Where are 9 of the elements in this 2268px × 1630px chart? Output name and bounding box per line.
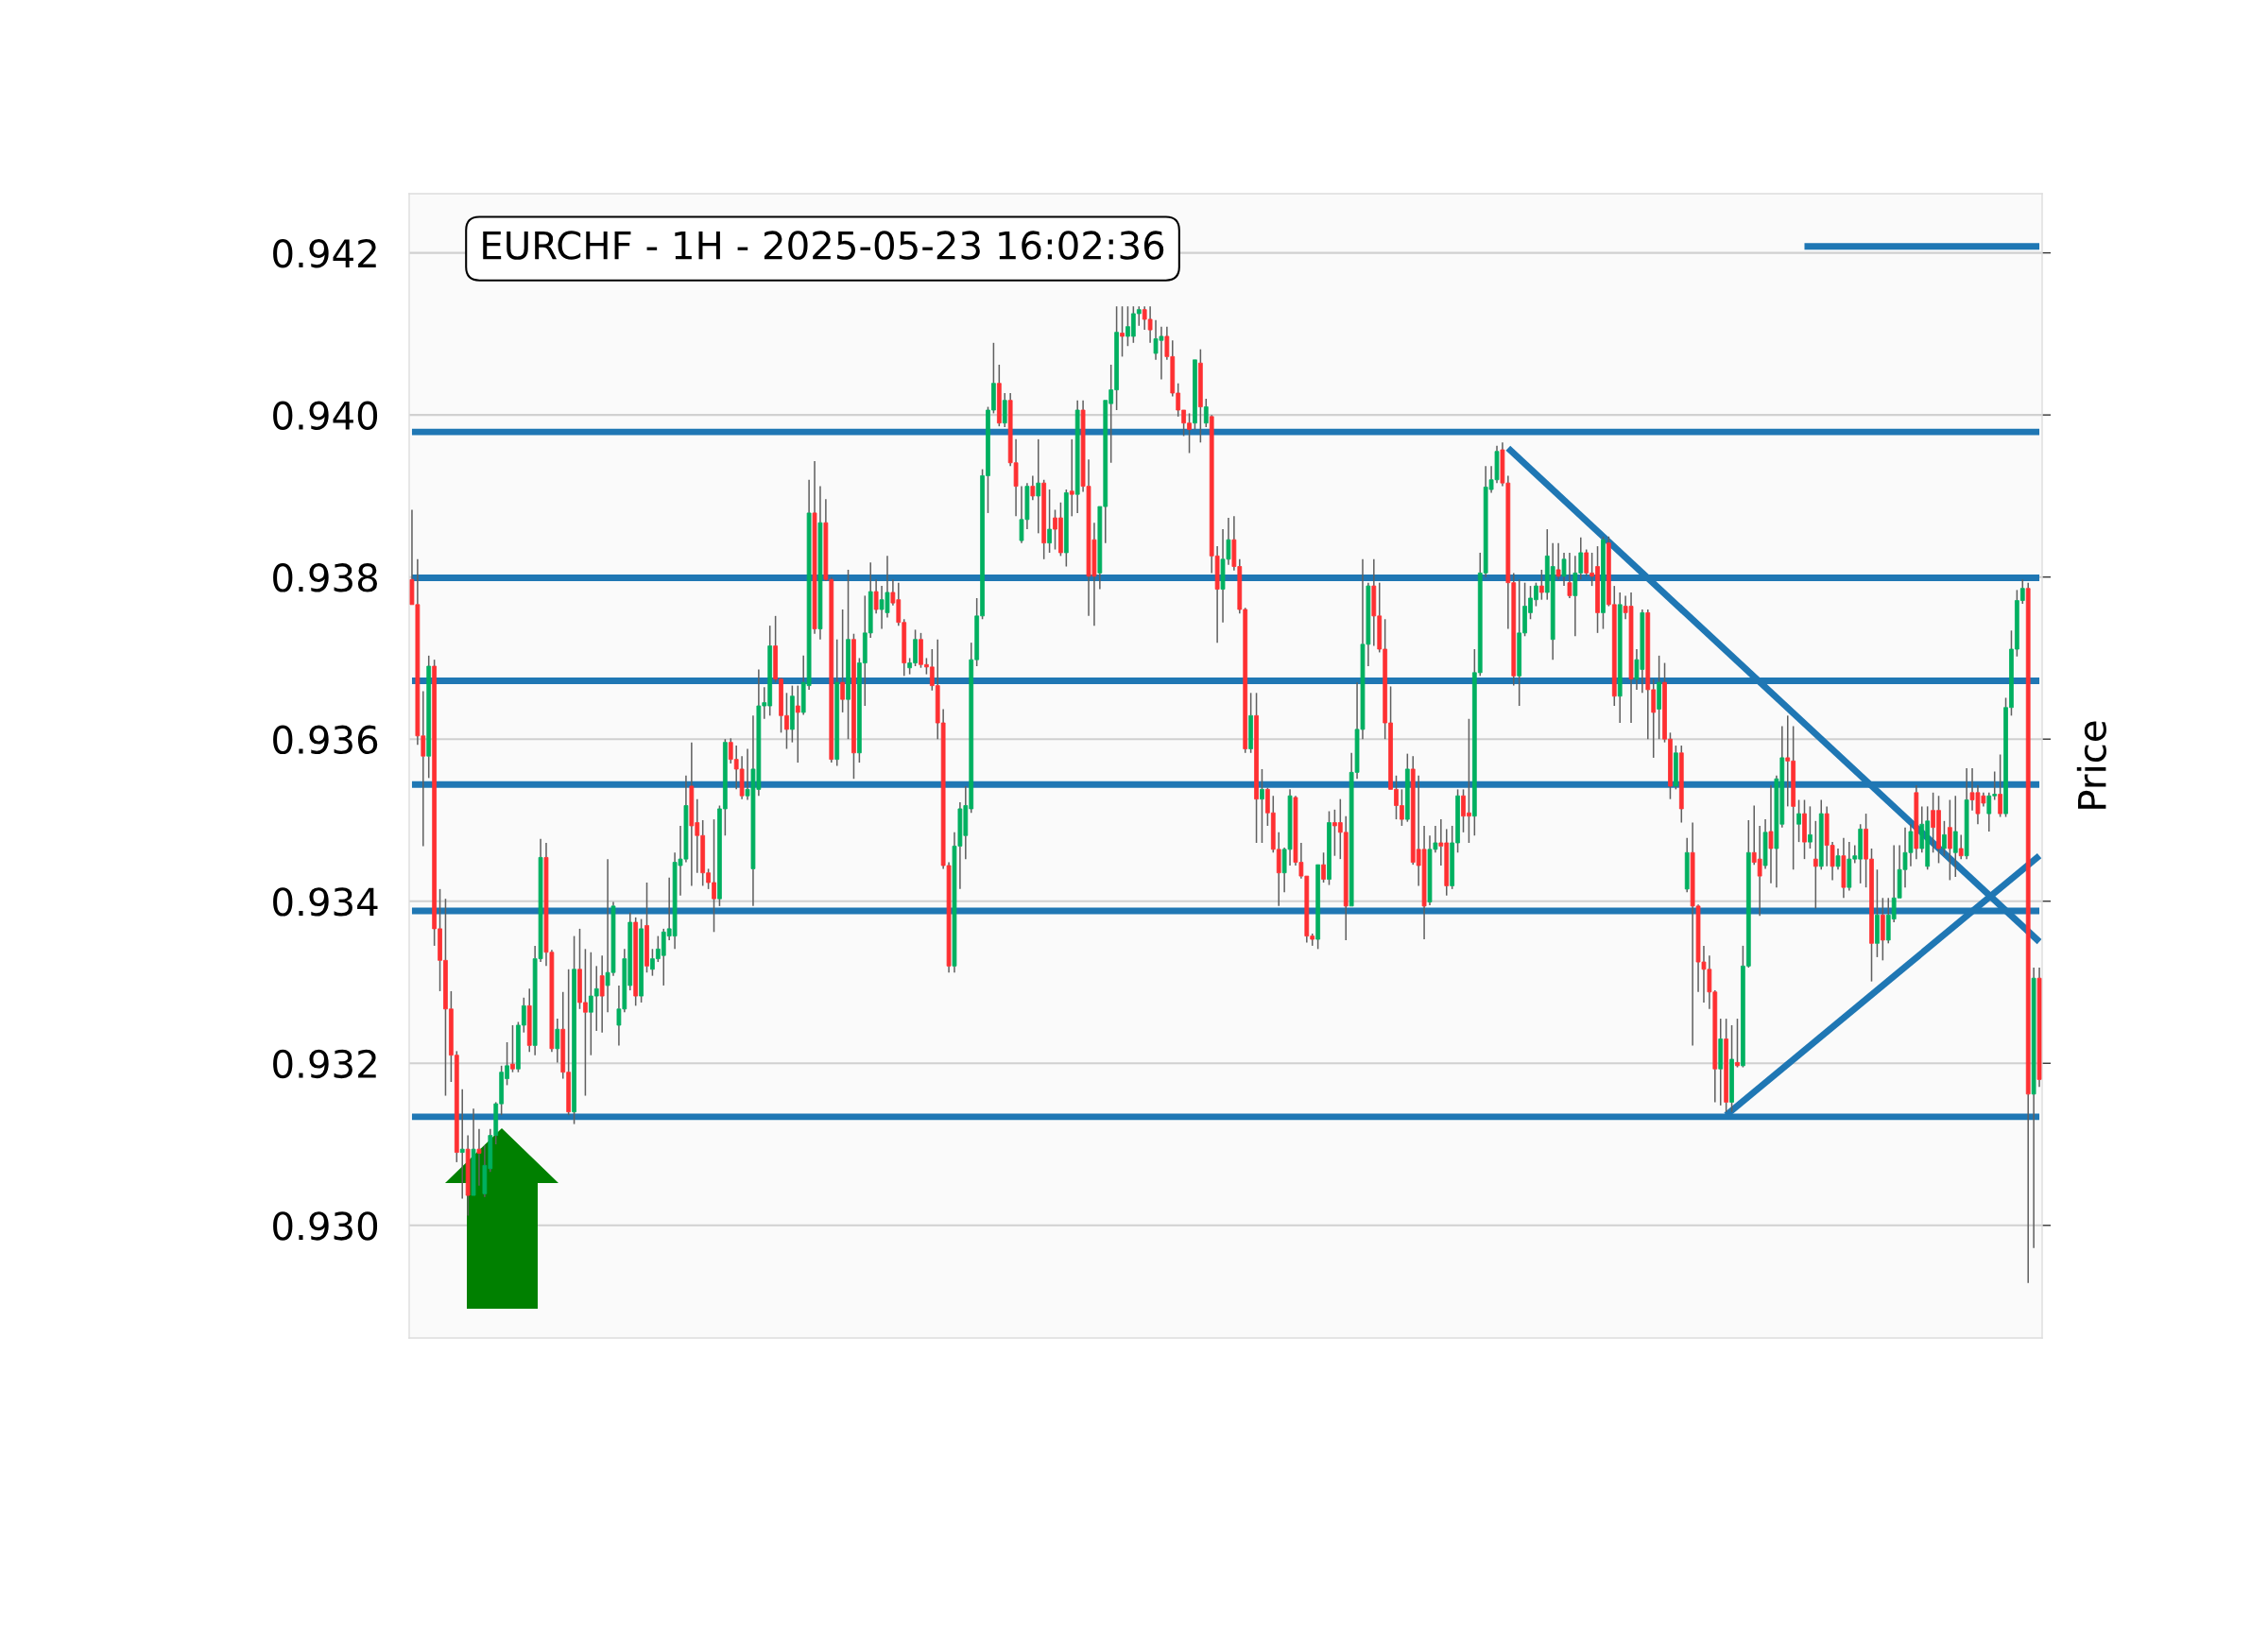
- y-tick-label: 0.940: [273, 401, 378, 431]
- y-tick-label: 0.936: [273, 725, 378, 755]
- y-tick-label: 0.942: [273, 239, 376, 268]
- y-tick-label: 0.938: [273, 563, 377, 592]
- y-tick-label: 0.932: [273, 1049, 376, 1079]
- y-tick-label: 0.930: [273, 1211, 378, 1241]
- y-tick-label: 0.934: [273, 887, 378, 917]
- text: EURCHF - 1H - 2025-05-23 16:02:36: [483, 231, 1164, 260]
- y-axis-title: Price: [2076, 721, 2106, 809]
